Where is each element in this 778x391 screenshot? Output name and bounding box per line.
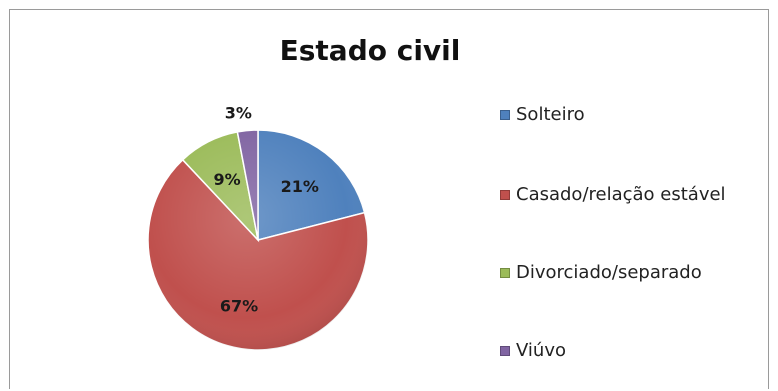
legend-swatch-solteiro: [500, 110, 510, 120]
data-label-solteiro: 21%: [281, 177, 319, 196]
legend-label-viuvo: Viúvo: [516, 340, 566, 361]
legend-item-viuvo: Viúvo: [500, 336, 756, 366]
legend-item-casado-relacao-estavel: Casado/relação estável: [500, 180, 756, 210]
legend-swatch-casado-relacao-estavel: [500, 190, 510, 200]
legend-item-solteiro: Solteiro: [500, 100, 756, 130]
legend-swatch-viuvo: [500, 346, 510, 356]
chart-frame: [9, 9, 769, 389]
legend-item-divorciado-separado: Divorciado/separado: [500, 258, 756, 288]
chart-title: Estado civil: [279, 34, 461, 67]
legend-label-solteiro: Solteiro: [516, 104, 585, 125]
legend-swatch-divorciado-separado: [500, 268, 510, 278]
chart-title-wrap: Estado civil: [0, 34, 778, 67]
data-label-divorciado-separado: 9%: [213, 170, 240, 189]
data-label-casado-relacao-estavel: 67%: [220, 296, 258, 315]
legend-label-casado-relacao-estavel: Casado/relação estável: [516, 184, 726, 205]
legend-label-divorciado-separado: Divorciado/separado: [516, 262, 702, 283]
data-label-viuvo: 3%: [225, 104, 252, 123]
